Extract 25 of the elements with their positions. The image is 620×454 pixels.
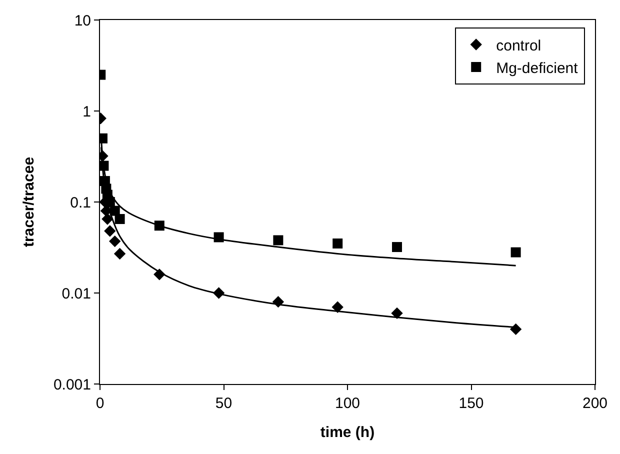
x-axis-title: time (h) <box>320 424 375 441</box>
y-tick-label: 0.001 <box>53 376 91 394</box>
point <box>273 235 284 246</box>
y-tick-label: 0.01 <box>62 285 91 302</box>
point <box>114 248 126 260</box>
point <box>392 242 402 252</box>
point <box>114 214 125 224</box>
legend-label: control <box>496 37 542 54</box>
x-tick-label: 50 <box>215 395 232 412</box>
point <box>109 235 121 248</box>
x-tick-label: 0 <box>96 395 104 412</box>
point <box>102 213 114 225</box>
y-tick-label: 1 <box>82 103 91 120</box>
point <box>391 307 403 320</box>
point <box>332 301 344 313</box>
point <box>104 225 116 237</box>
y-tick-label: 0.1 <box>70 194 91 212</box>
y-tick-label: 10 <box>74 12 91 30</box>
x-tick-label: 150 <box>458 395 484 412</box>
legend-label: Mg-deficient <box>496 60 579 77</box>
point <box>510 247 521 258</box>
x-tick-label: 100 <box>334 395 360 412</box>
y-axis-title: tracer/tracee <box>20 156 38 248</box>
x-tick-label: 200 <box>582 395 608 412</box>
point <box>332 238 343 248</box>
